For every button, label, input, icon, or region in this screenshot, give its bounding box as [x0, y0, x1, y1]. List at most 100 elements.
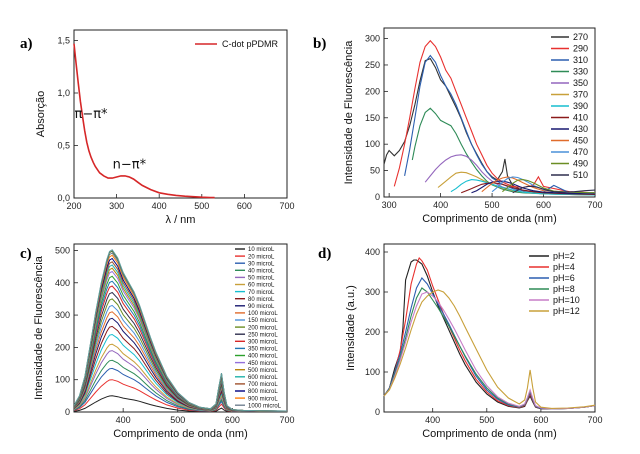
legend-label: 470	[573, 147, 588, 157]
plot-frame	[73, 29, 288, 199]
legend-label: 30 microL	[248, 261, 275, 267]
x-tick-label: 600	[225, 415, 240, 425]
series-line	[73, 43, 215, 199]
legend-label: 450 microL	[248, 361, 278, 367]
legend-label: 150 microL	[248, 318, 278, 324]
x-tick-label: 200	[66, 201, 81, 211]
x-tick-label: 600	[237, 201, 252, 211]
y-tick-label: 0,0	[57, 193, 70, 203]
x-tick-label: 300	[382, 200, 397, 210]
y-tick-label: 200	[365, 86, 380, 96]
legend-label: 80 microL	[248, 297, 275, 303]
plot-frame	[383, 243, 596, 413]
x-tick-label: 700	[279, 415, 294, 425]
series-line	[471, 180, 596, 195]
y-tick-label: 100	[365, 367, 380, 377]
legend-label: 270	[573, 32, 588, 42]
panel-label: a)	[20, 36, 33, 52]
legend-label: 10 microL	[248, 247, 275, 253]
series-line	[383, 289, 596, 409]
series-line	[74, 395, 287, 412]
x-tick-label: 300	[109, 201, 124, 211]
legend-label: 20 microL	[248, 254, 275, 260]
legend-label: pH=8	[553, 284, 575, 294]
legend-label: 250 microL	[248, 332, 278, 338]
series-line	[460, 182, 596, 195]
legend-label: 510	[573, 170, 588, 180]
y-tick-label: 100	[365, 139, 380, 149]
legend-label: 300 microL	[248, 340, 278, 346]
legend-label: 40 microL	[248, 269, 275, 275]
legend-label: 600 microL	[248, 375, 278, 381]
legend-label: 1000 microL	[248, 403, 282, 409]
x-tick-label: 500	[194, 201, 209, 211]
x-tick-label: 700	[279, 201, 294, 211]
legend-label: pH=6	[553, 273, 575, 283]
plot-frame	[383, 27, 596, 198]
legend-label: pH=10	[553, 295, 580, 305]
legend-label: 700 microL	[248, 382, 278, 388]
chart-panel-1: a) 200 300 400 500 600 700 0,0 0,5 1,0 1,5 λ / nm Ab…	[20, 29, 295, 226]
x-tick-label: 600	[533, 415, 548, 425]
x-axis-title: Comprimento de onda (nm)	[422, 428, 557, 440]
y-tick-label: 0,5	[57, 141, 70, 151]
legend-label: C-dot pPDMR	[222, 39, 279, 49]
series-line	[512, 185, 596, 194]
legend-label: 350	[573, 78, 588, 88]
y-axis-title: Intensidade de Fluorescência	[33, 255, 45, 400]
y-axis-title: Absorção	[35, 91, 47, 137]
series-line	[481, 176, 596, 194]
y-tick-label: 50	[370, 166, 380, 176]
y-tick-label: 300	[55, 310, 70, 320]
x-tick-label: 400	[433, 200, 448, 210]
y-tick-label: 200	[365, 327, 380, 337]
series-group	[74, 249, 287, 412]
y-tick-label: 300	[365, 287, 380, 297]
y-tick-label: 400	[55, 278, 70, 288]
legend-label: pH=12	[553, 306, 580, 316]
panel-label: d)	[318, 246, 331, 262]
x-axis-title: Comprimento de onda (nm)	[113, 428, 248, 440]
x-tick-label: 500	[479, 415, 494, 425]
legend-label: 410	[573, 113, 588, 123]
legend-label: 100 microL	[248, 311, 278, 317]
series-line	[74, 367, 287, 412]
legend-label: 60 microL	[248, 283, 275, 289]
chart-panel-4: d) 400 500 600 700 0 100 200 300 400 Comprimento d…	[318, 243, 603, 440]
legend-label: 400 microL	[248, 354, 278, 360]
panel-label: c)	[20, 246, 32, 262]
legend-label: 200 microL	[248, 325, 278, 331]
x-tick-label: 500	[170, 415, 185, 425]
y-tick-label: 300	[365, 34, 380, 44]
x-tick-label: 700	[587, 200, 602, 210]
y-tick-label: 0	[375, 192, 380, 202]
legend-label: pH=2	[553, 251, 575, 261]
peak-annotation: n−π*	[113, 158, 147, 173]
chart-panel-2: b) 300 400 500 600 700 0 50 100 150 200 250 300 Compr…	[313, 27, 603, 225]
legend-label: 350 microL	[248, 347, 278, 353]
legend-label: 800 microL	[248, 389, 278, 395]
legend-label: 50 microL	[248, 276, 275, 282]
x-tick-label: 400	[116, 415, 131, 425]
legend-label: 450	[573, 136, 588, 146]
y-tick-label: 1,5	[57, 36, 70, 46]
legend-label: 500 microL	[248, 368, 278, 374]
x-axis-title: Comprimento de onda (nm)	[422, 213, 557, 225]
y-tick-label: 200	[55, 342, 70, 352]
y-tick-label: 250	[365, 60, 380, 70]
y-tick-label: 100	[55, 375, 70, 385]
legend-label: 70 microL	[248, 290, 275, 296]
series-line	[74, 379, 287, 412]
chart-panel-3: c) 400 500 600 700 0 100 200 300 400 500 Compriment…	[20, 243, 295, 440]
legend-label: 290	[573, 44, 588, 54]
y-tick-label: 0	[375, 407, 380, 417]
series-line	[74, 249, 287, 412]
legend-label: 90 microL	[248, 304, 275, 310]
legend-label: 430	[573, 124, 588, 134]
legend-label: 370	[573, 90, 588, 100]
y-tick-label: 400	[365, 247, 380, 257]
y-axis-title: Intensidade (a.u.)	[345, 285, 357, 371]
